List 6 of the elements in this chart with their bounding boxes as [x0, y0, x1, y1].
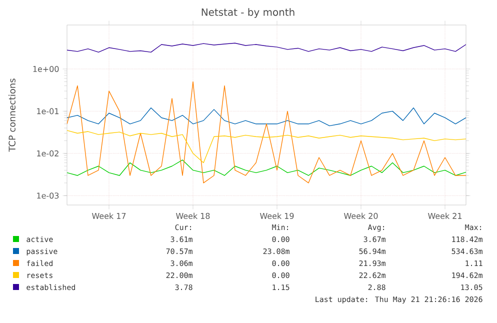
chart-title: Netstat - by month — [202, 8, 294, 18]
y-axis-title: TCP connections — [8, 78, 16, 152]
line-series — [67, 81, 466, 184]
line-series — [67, 160, 466, 176]
line-series — [67, 42, 466, 53]
line-series — [67, 130, 466, 164]
